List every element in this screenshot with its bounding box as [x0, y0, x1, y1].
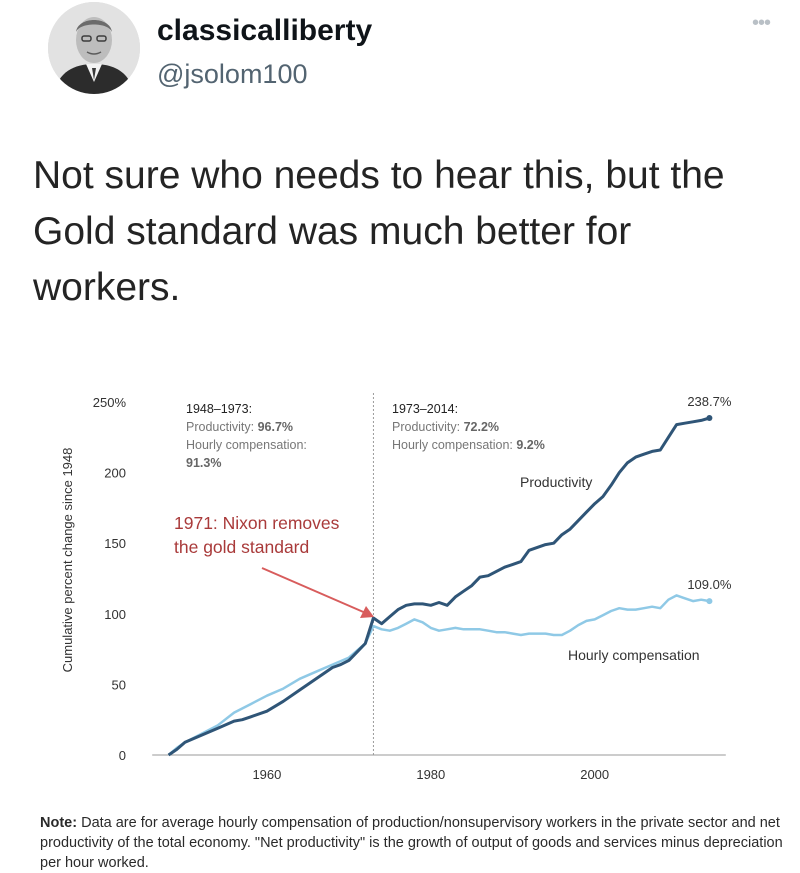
compensation-series-label: Hourly compensation — [568, 647, 700, 663]
y-tick-label: 50 — [112, 677, 126, 692]
compensation-line — [167, 594, 710, 756]
annotation-arrow — [261, 567, 369, 615]
y-tick-label: 150 — [104, 536, 126, 551]
compensation-end-point — [706, 598, 713, 605]
user-handle[interactable]: @jsolom100 — [157, 59, 308, 89]
y-tick-label: 0 — [119, 748, 126, 763]
x-tick-label: 1960 — [252, 767, 281, 782]
avatar[interactable] — [48, 2, 140, 94]
note-text: Data are for average hourly compensation… — [40, 815, 783, 871]
note-label: Note: — [40, 815, 78, 831]
more-dots-icon[interactable]: ••• — [752, 12, 771, 34]
productivity-line — [167, 416, 710, 757]
display-name[interactable]: classicalliberty — [157, 14, 373, 47]
series-lines — [167, 414, 713, 757]
period-2-productivity: Productivity: 72.2% — [392, 420, 499, 434]
nixon-annotation: 1971: Nixon removes the gold standard — [174, 513, 374, 618]
period-1-summary: 1948–1973: Productivity: 96.7% Hourly co… — [186, 402, 307, 470]
productivity-compensation-chart: Cumulative percent change since 1948 250… — [60, 393, 732, 782]
y-tick-labels: 250% 200 150 100 50 0 — [93, 395, 127, 763]
x-tick-labels: 1960 1980 2000 — [252, 767, 609, 782]
y-tick-label: 250% — [93, 395, 127, 410]
annotation-line-1: 1971: Nixon removes — [174, 513, 340, 533]
period-2-compensation: Hourly compensation: 9.2% — [392, 438, 545, 452]
tweet-header: classicalliberty @jsolom100 ••• — [0, 0, 800, 120]
chart-note: Note: Data are for average hourly compen… — [40, 813, 790, 873]
period-1-compensation-label: Hourly compensation: — [186, 438, 307, 452]
x-tick-label: 2000 — [580, 767, 609, 782]
y-tick-label: 200 — [104, 466, 126, 481]
tweet-text: Not sure who needs to hear this, but the… — [33, 154, 725, 309]
chart-image: Cumulative percent change since 1948 250… — [34, 365, 800, 805]
period-1-compensation-value: 91.3% — [186, 456, 221, 470]
productivity-series-label: Productivity — [520, 474, 592, 490]
y-axis-label: Cumulative percent change since 1948 — [60, 448, 75, 673]
productivity-end-label: 238.7% — [687, 394, 732, 409]
avatar-portrait — [48, 2, 140, 94]
period-2-summary: 1973–2014: Productivity: 72.2% Hourly co… — [392, 402, 545, 452]
period-1-productivity: Productivity: 96.7% — [186, 420, 293, 434]
annotation-line-2: the gold standard — [174, 537, 309, 557]
productivity-end-point — [706, 414, 713, 421]
annotation-arrowhead — [360, 606, 374, 618]
x-tick-label: 1980 — [416, 767, 445, 782]
period-1-heading: 1948–1973: — [186, 402, 252, 416]
period-2-heading: 1973–2014: — [392, 402, 458, 416]
y-tick-label: 100 — [104, 607, 126, 622]
compensation-end-label: 109.0% — [687, 577, 732, 592]
